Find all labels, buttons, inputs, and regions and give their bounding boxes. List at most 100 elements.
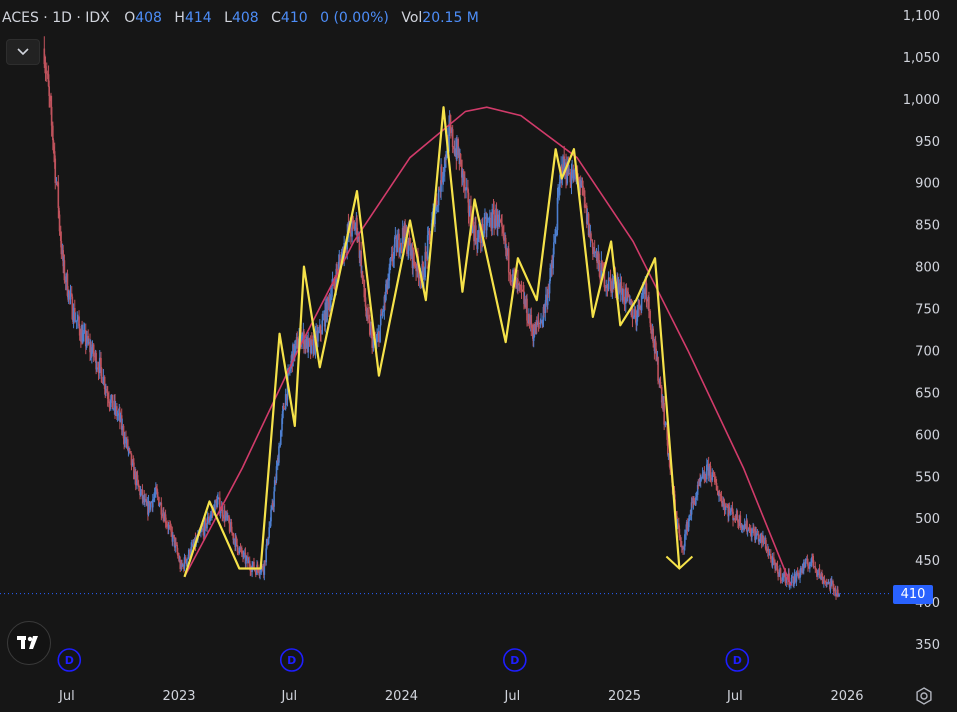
candle-body: [259, 572, 261, 575]
symbol-name[interactable]: ACES: [2, 10, 39, 26]
candle-body: [649, 323, 652, 330]
candle-body: [208, 520, 211, 523]
candle-body: [668, 453, 671, 467]
candle-body: [170, 525, 172, 532]
candle-body: [180, 562, 183, 569]
candle-body: [56, 181, 58, 183]
candle-body: [534, 324, 536, 335]
candle-body: [697, 484, 700, 486]
candle-body: [695, 494, 698, 498]
candle-body: [295, 339, 297, 346]
candle-body: [642, 289, 644, 296]
candle-body: [809, 564, 811, 569]
candle-body: [149, 502, 152, 510]
candle-body: [495, 208, 498, 226]
candle-body: [413, 260, 416, 266]
candle-body: [810, 562, 812, 565]
candle-body: [114, 406, 117, 412]
candle-body: [812, 560, 815, 567]
candle-body: [552, 254, 555, 269]
candle-body: [758, 539, 761, 542]
candle-body: [509, 274, 512, 281]
candle-body: [470, 205, 472, 225]
candle-body: [222, 516, 224, 519]
candle-body: [151, 499, 154, 508]
candle-body: [547, 292, 550, 294]
candle-body: [442, 171, 445, 177]
candle-body: [208, 516, 210, 523]
candle-body: [717, 494, 720, 496]
candle-body: [217, 498, 219, 500]
candle-body: [752, 528, 755, 532]
candle-body: [743, 523, 746, 528]
candle-body: [128, 448, 131, 452]
candle-body: [91, 344, 94, 353]
candle-body: [546, 292, 549, 306]
candle-body: [189, 549, 191, 558]
candle-body: [209, 514, 212, 519]
candle-body: [633, 309, 636, 318]
y-axis-tick-label: 1,000: [903, 93, 940, 108]
chart-settings-button[interactable]: [914, 686, 934, 706]
candle-body: [693, 498, 695, 501]
candle-body: [211, 510, 214, 512]
candle-body: [475, 225, 477, 241]
dividend-marker-icon[interactable]: D: [279, 648, 304, 672]
candle-body: [492, 209, 495, 211]
candle-body: [385, 280, 388, 293]
candle-body: [102, 376, 105, 384]
dividend-marker-label: D: [510, 654, 519, 667]
candle-body: [751, 531, 753, 537]
candle-body: [623, 301, 626, 304]
candle-body: [571, 169, 573, 175]
candle-body: [379, 314, 382, 325]
collapse-button[interactable]: [6, 39, 40, 65]
candle-body: [181, 562, 183, 566]
low-label: L: [224, 10, 232, 26]
candle-body: [371, 329, 374, 348]
candle-body: [795, 572, 798, 582]
candle-body: [354, 226, 356, 231]
candle-body: [624, 287, 627, 304]
down-arrow-annotation: [665, 555, 694, 570]
candle-body: [214, 500, 216, 515]
candle-body: [650, 329, 653, 334]
candle-body: [675, 512, 678, 517]
tradingview-logo[interactable]: [7, 621, 51, 665]
dividend-marker-icon[interactable]: D: [503, 648, 527, 672]
candle-body: [78, 316, 80, 326]
interval[interactable]: 1D: [52, 10, 72, 26]
candle-body: [400, 242, 403, 244]
candle-body: [333, 283, 336, 285]
candle-body: [351, 220, 353, 237]
candle-body: [174, 542, 177, 548]
candle-body: [134, 471, 137, 486]
candle-body: [816, 572, 818, 575]
candle-body: [283, 405, 285, 409]
candle-body: [556, 197, 559, 231]
candle-body: [665, 423, 667, 425]
candle-body: [503, 233, 505, 241]
candle-body: [519, 284, 522, 286]
candle-body: [537, 320, 540, 323]
candle-body: [153, 493, 156, 498]
candle-body: [683, 546, 686, 550]
candle-body: [698, 478, 701, 486]
candle-body: [583, 194, 586, 197]
dividend-marker-icon[interactable]: D: [725, 648, 750, 672]
candle-body: [830, 581, 833, 585]
candle-body: [137, 480, 139, 486]
candle-body: [826, 581, 828, 585]
candle-body: [802, 562, 805, 571]
candle-body: [538, 322, 541, 324]
candle-body: [644, 282, 647, 294]
candle-body: [734, 518, 736, 520]
candle-body: [737, 522, 740, 526]
candle-body: [110, 394, 113, 400]
dividend-marker-icon[interactable]: D: [57, 648, 82, 672]
candle-body: [250, 570, 252, 572]
candle-body: [634, 309, 637, 317]
candle-body: [827, 582, 830, 584]
exchange: IDX: [85, 10, 110, 26]
